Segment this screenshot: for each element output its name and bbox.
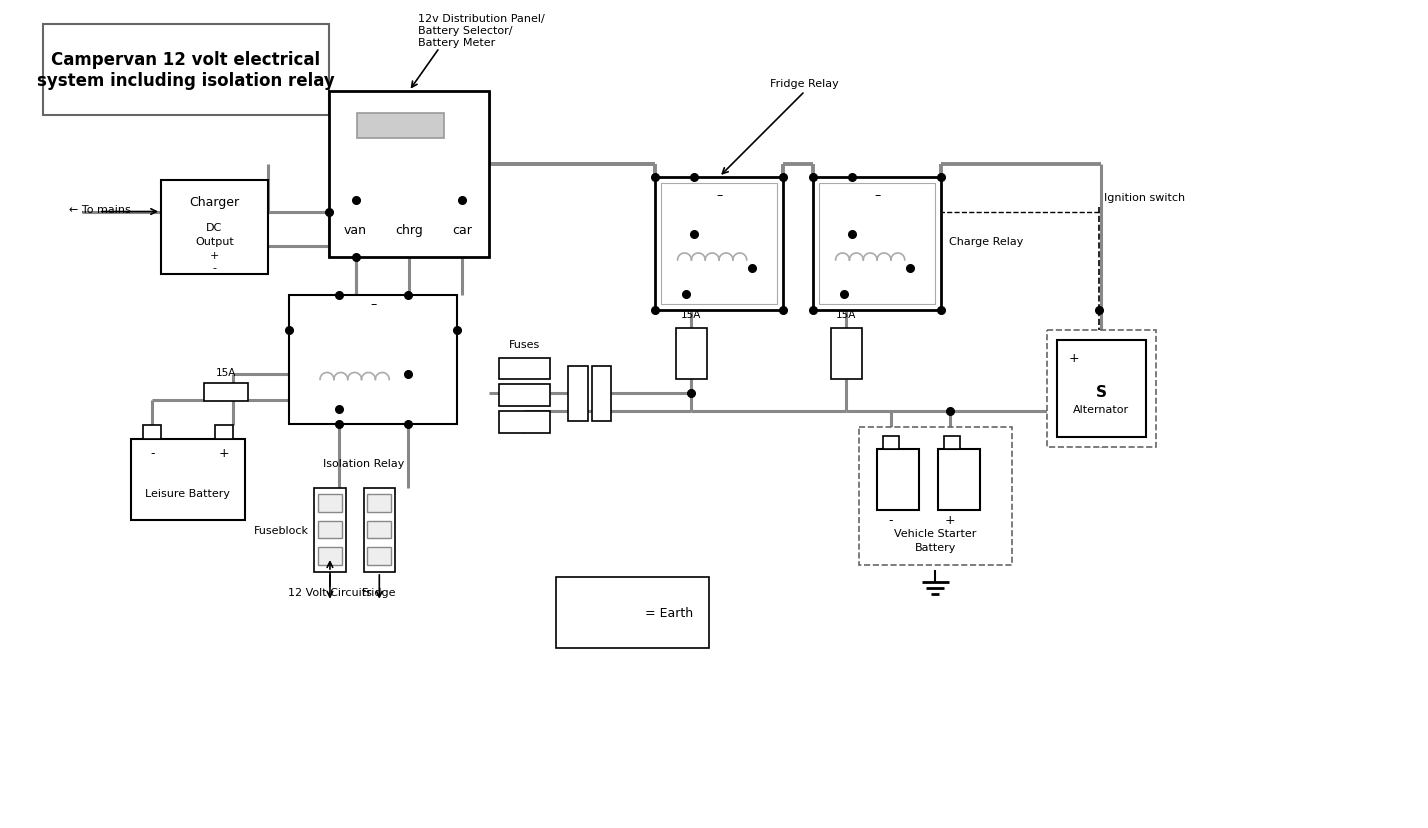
Bar (290, 296, 457, 425)
Text: Charge Relay: Charge Relay (950, 237, 1024, 247)
Text: Isolation Relay: Isolation Relay (323, 459, 404, 469)
Bar (143, 426, 161, 439)
Bar (877, 449, 918, 510)
Bar (944, 436, 960, 449)
Bar (883, 436, 898, 449)
Bar (498, 412, 550, 433)
Bar (1057, 340, 1145, 437)
Text: ← To mains: ← To mains (69, 205, 131, 214)
Text: Leisure Battery: Leisure Battery (146, 489, 230, 498)
Bar (328, 92, 488, 258)
Text: Fuses: Fuses (508, 339, 540, 349)
Bar (860, 427, 1012, 566)
Bar (568, 366, 588, 421)
Text: DC: DC (206, 223, 223, 233)
Text: -: - (888, 513, 892, 527)
Text: van: van (344, 224, 367, 237)
Bar (1047, 330, 1155, 447)
Text: –: – (715, 189, 723, 202)
Text: Campervan 12 volt electrical
system including isolation relay: Campervan 12 volt electrical system incl… (37, 51, 334, 89)
Text: Output: Output (196, 237, 234, 247)
Text: Battery Selector/: Battery Selector/ (418, 26, 513, 36)
Bar (364, 489, 396, 572)
Bar (675, 329, 707, 380)
Text: Fridge: Fridge (363, 587, 397, 597)
Text: Battery Meter: Battery Meter (418, 37, 496, 47)
Text: 15A: 15A (681, 310, 701, 320)
Text: 15A: 15A (216, 367, 237, 377)
Text: Battery: Battery (915, 542, 955, 552)
Text: -: - (213, 262, 217, 272)
Text: Ignition switch: Ignition switch (1104, 192, 1185, 203)
Bar (357, 113, 444, 139)
Text: 12v Distribution Panel/: 12v Distribution Panel/ (418, 14, 544, 24)
Text: +: + (1068, 352, 1080, 365)
Text: Fridge Relay: Fridge Relay (771, 79, 840, 89)
Text: +: + (210, 251, 218, 261)
Bar (661, 184, 777, 305)
Text: Alternator: Alternator (1074, 405, 1130, 415)
Text: +: + (218, 446, 230, 460)
Bar (367, 547, 391, 566)
Bar (498, 359, 550, 380)
Text: Fuseblock: Fuseblock (254, 525, 310, 535)
Text: S: S (1095, 384, 1107, 399)
Bar (813, 178, 941, 311)
Text: = Earth: = Earth (645, 606, 693, 619)
Text: Charger: Charger (190, 196, 240, 209)
Text: +: + (945, 513, 955, 527)
Bar (216, 426, 233, 439)
Bar (498, 385, 550, 407)
Bar (831, 329, 863, 380)
Bar (818, 184, 935, 305)
Bar (655, 178, 783, 311)
Bar (318, 494, 341, 513)
Text: –: – (370, 297, 377, 310)
Text: car: car (453, 224, 473, 237)
Text: 15A: 15A (837, 310, 857, 320)
Bar (43, 25, 328, 116)
Bar (161, 181, 267, 274)
Bar (367, 521, 391, 539)
Bar (318, 547, 341, 566)
Bar (314, 489, 346, 572)
Bar (204, 384, 248, 402)
Bar (131, 439, 246, 520)
Text: Vehicle Starter: Vehicle Starter (894, 529, 977, 539)
Bar (367, 494, 391, 513)
Text: chrg: chrg (396, 224, 423, 237)
Text: -: - (150, 446, 154, 460)
Bar (555, 577, 710, 648)
Bar (318, 521, 341, 539)
Bar (591, 366, 611, 421)
Text: –: – (874, 189, 880, 202)
Bar (938, 449, 980, 510)
Text: 12 Volt Circuits: 12 Volt Circuits (288, 587, 371, 597)
